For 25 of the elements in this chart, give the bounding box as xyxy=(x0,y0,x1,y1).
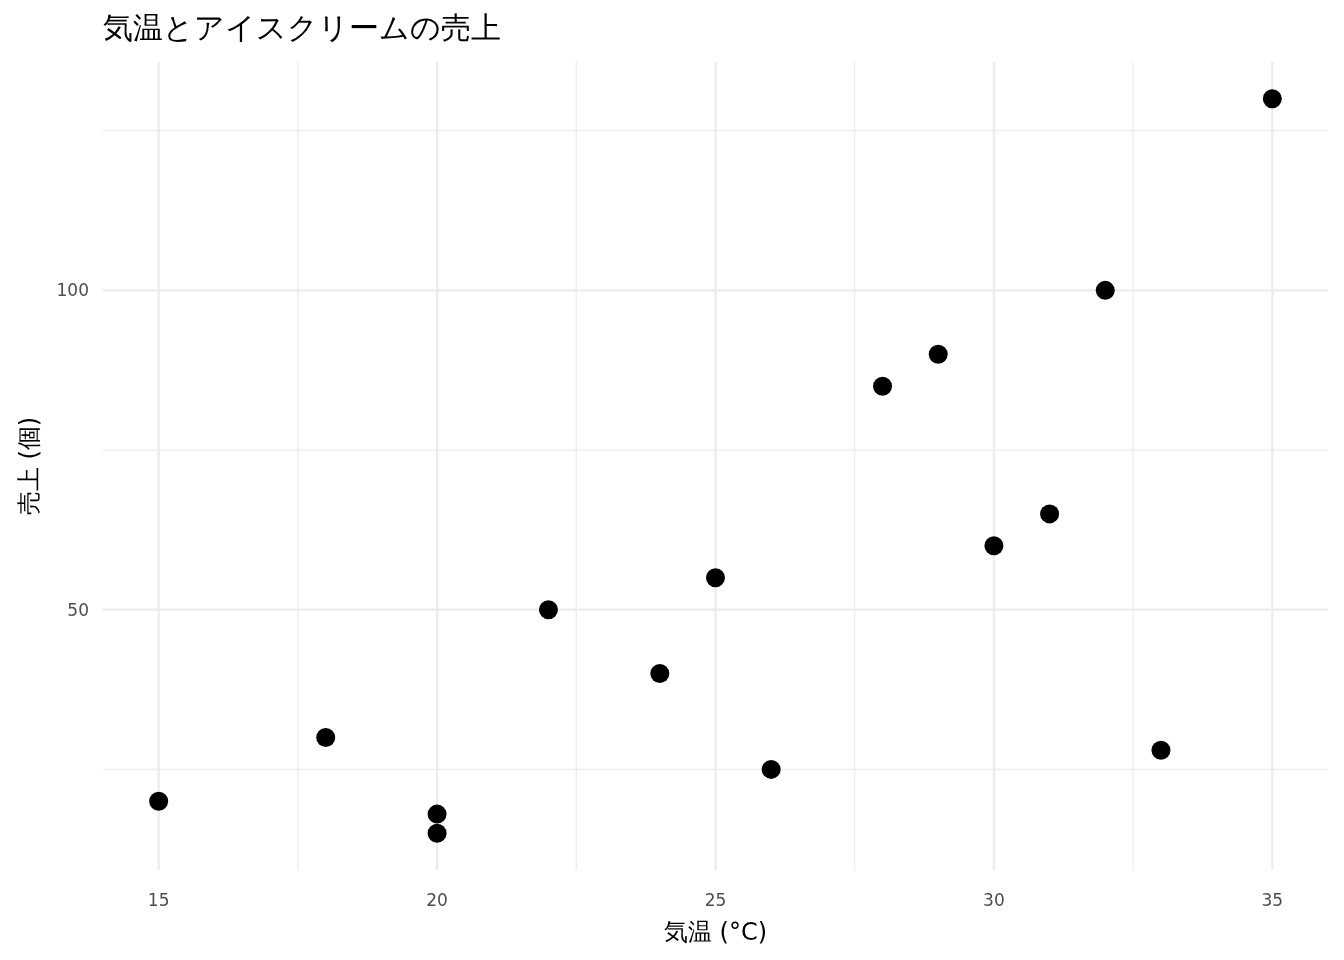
x-axis-title: 気温 (°C) xyxy=(663,918,768,946)
x-tick-label: 35 xyxy=(1261,890,1284,910)
point xyxy=(1262,89,1282,109)
point xyxy=(149,791,169,811)
point xyxy=(650,664,670,684)
point xyxy=(873,376,893,396)
y-tick-label: 100 xyxy=(56,280,89,301)
point xyxy=(761,759,781,779)
point xyxy=(1040,504,1060,524)
point xyxy=(1151,740,1171,760)
x-tick-label: 25 xyxy=(704,890,727,910)
point xyxy=(984,536,1004,556)
x-tick-label: 20 xyxy=(426,890,448,910)
point xyxy=(928,344,948,364)
y-axis-title: 売上 (個) xyxy=(15,416,43,516)
point xyxy=(1095,280,1115,300)
point xyxy=(427,804,447,824)
x-tick-label: 15 xyxy=(147,890,170,910)
y-tick-label: 50 xyxy=(67,599,89,620)
point xyxy=(316,727,336,747)
x-tick-label: 30 xyxy=(983,890,1005,910)
point xyxy=(538,600,558,620)
chart-title: 気温とアイスクリームの売上 xyxy=(103,10,501,45)
point xyxy=(706,568,725,588)
point xyxy=(427,823,447,843)
